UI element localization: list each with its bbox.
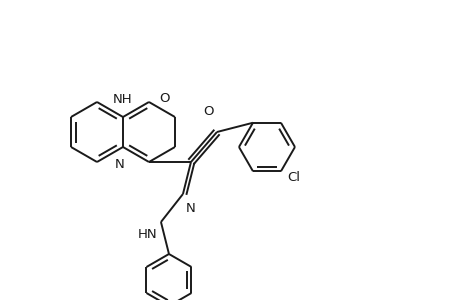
Text: N: N: [185, 202, 195, 215]
Text: Cl: Cl: [286, 171, 299, 184]
Text: HN: HN: [137, 228, 157, 241]
Text: O: O: [159, 92, 169, 104]
Text: N: N: [115, 158, 124, 171]
Text: O: O: [203, 105, 214, 118]
Text: NH: NH: [113, 93, 133, 106]
